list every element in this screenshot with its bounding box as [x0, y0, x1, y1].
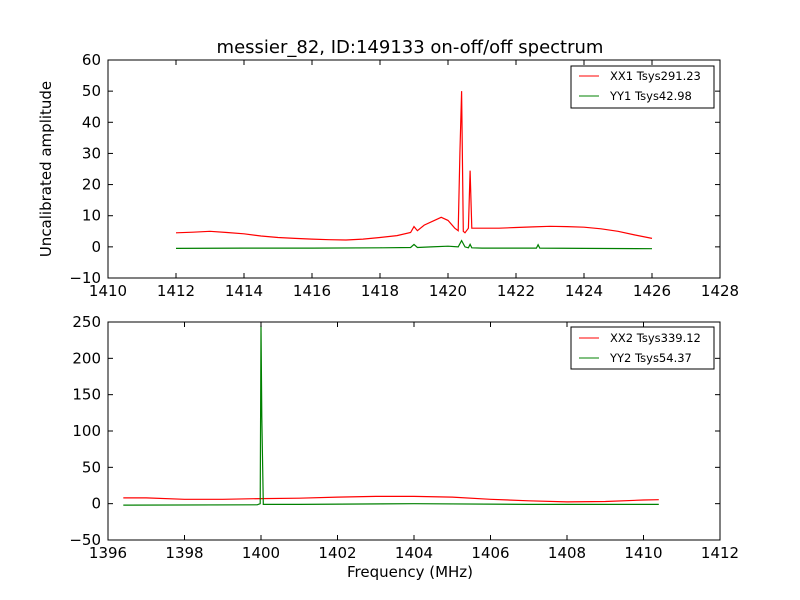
x-tick-label: 1416 [293, 282, 331, 300]
chart-title: messier_82, ID:149133 on-off/off spectru… [217, 37, 604, 58]
top-plot-frame [107, 59, 721, 279]
y-tick-label: 30 [82, 144, 101, 162]
x-tick-label: 1410 [89, 282, 127, 300]
x-tick-label: 1412 [157, 282, 195, 300]
top-subplot: messier_82, ID:149133 on-off/off spectru… [37, 37, 739, 300]
bottom-legend: XX2 Tsys339.12 YY2 Tsys54.37 [570, 326, 715, 370]
x-axis-label: Frequency (MHz) [347, 563, 473, 581]
x-tick-label: 1410 [624, 544, 662, 562]
legend-entry-yy2: YY2 Tsys54.37 [609, 351, 692, 365]
x-tick-label: 1398 [165, 544, 203, 562]
series-line-yy2 [123, 325, 659, 506]
x-tick-label: 1412 [701, 544, 739, 562]
y-tick-label: 0 [91, 238, 101, 256]
x-tick-label: 1424 [565, 282, 603, 300]
legend-box [570, 65, 715, 109]
x-tick-label: 1406 [471, 544, 509, 562]
x-tick-label: 1418 [361, 282, 399, 300]
y-tick-label: 60 [82, 51, 101, 69]
y-tick-label: 100 [72, 422, 101, 440]
y-tick-label: 50 [82, 82, 101, 100]
y-tick-label: 0 [91, 495, 101, 513]
y-tick-label: 200 [72, 349, 101, 367]
x-tick-label: 1422 [497, 282, 535, 300]
x-tick-label: 1408 [548, 544, 586, 562]
top-plot-lines [175, 91, 653, 250]
y-tick-label: −50 [69, 531, 101, 549]
y-tick-label: 50 [82, 458, 101, 476]
x-tick-label: 1414 [225, 282, 263, 300]
y-tick-label: 10 [82, 207, 101, 225]
x-tick-label: 1420 [429, 282, 467, 300]
legend-entry-xx2: XX2 Tsys339.12 [610, 331, 701, 345]
legend-box [570, 326, 715, 370]
top-legend: XX1 Tsys291.23 YY1 Tsys42.98 [570, 65, 715, 109]
x-tick-label: 1404 [395, 544, 433, 562]
bottom-subplot: 1396 1398 1400 1402 1404 1406 1408 1410 1412 −50 0… [69, 313, 739, 581]
x-tick-label: 1400 [242, 544, 280, 562]
x-tick-label: 1426 [633, 282, 671, 300]
legend-entry-xx1: XX1 Tsys291.23 [610, 69, 701, 83]
y-tick-label: 40 [82, 113, 101, 131]
top-axis-ticks: 1410 1412 1414 1416 1418 1420 1422 1424 1426 1428… [69, 51, 739, 300]
y-axis-label: Uncalibrated amplitude [37, 81, 55, 257]
y-tick-label: 250 [72, 313, 101, 331]
series-line-yy1 [175, 239, 653, 250]
bottom-plot-lines [123, 325, 659, 506]
series-line-xx1 [175, 91, 653, 241]
bottom-axis-ticks: 1396 1398 1400 1402 1404 1406 1408 1410 1412 −50 0… [69, 313, 739, 562]
legend-entry-yy1: YY1 Tsys42.98 [609, 89, 692, 103]
series-line-xx2 [123, 495, 659, 503]
y-tick-label: 20 [82, 176, 101, 194]
x-tick-label: 1402 [318, 544, 356, 562]
x-tick-label: 1396 [89, 544, 127, 562]
y-tick-label: −10 [69, 269, 101, 287]
y-tick-label: 150 [72, 386, 101, 404]
x-tick-label: 1428 [701, 282, 739, 300]
